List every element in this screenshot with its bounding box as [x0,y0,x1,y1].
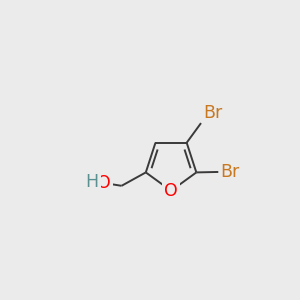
Text: Br: Br [220,163,239,181]
Text: O: O [164,182,178,200]
Text: Br: Br [203,104,222,122]
Text: H: H [86,173,99,191]
Text: O: O [98,174,111,192]
